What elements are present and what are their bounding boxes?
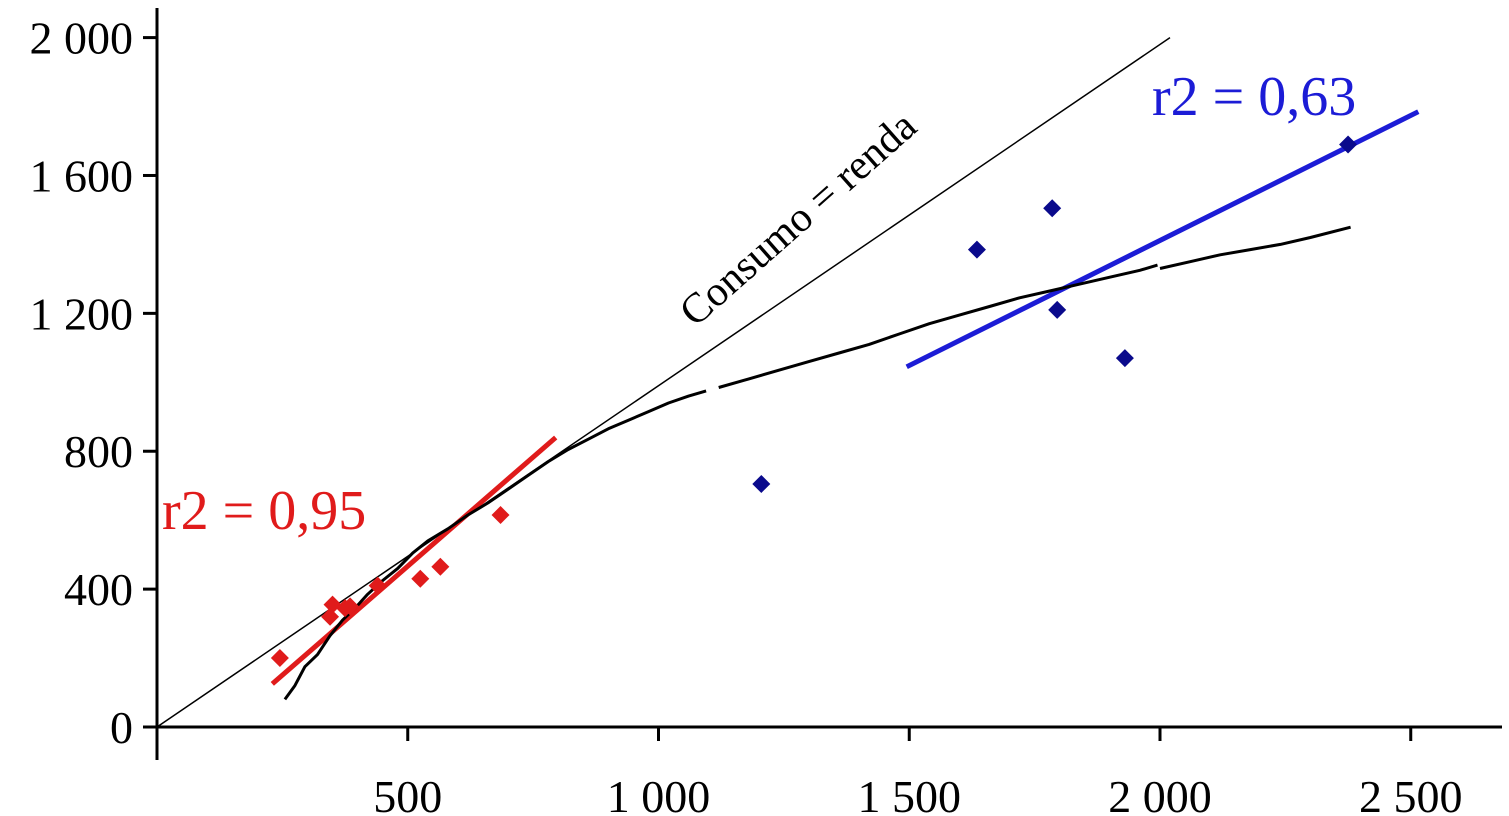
line-fit-red [270, 435, 558, 686]
data-point-series-1 [323, 595, 342, 614]
line-curve-1 [283, 389, 707, 701]
points [270, 135, 1358, 668]
line-fit-blue [905, 109, 1420, 370]
x-tick-label: 500 [373, 771, 442, 816]
y-ticks: 0 400 800 1 200 1 600 2 000 [30, 13, 157, 753]
data-point-series-2 [967, 240, 986, 259]
data-point-series-1 [341, 597, 360, 616]
r2-red-label: r2 = 0,95 [162, 480, 366, 542]
data-point-series-2 [1339, 135, 1358, 154]
y-tick-label: 1 600 [30, 150, 134, 201]
x-ticks: 500 1 000 1 500 2 000 2 500 [373, 727, 1463, 816]
line-curve-2 [718, 263, 1158, 389]
lines [156, 36, 1420, 728]
y-tick-label: 800 [64, 426, 133, 477]
data-point-series-1 [411, 569, 430, 588]
data-point-series-1 [270, 649, 289, 668]
identity-label: Consumo = renda [671, 103, 926, 336]
line-identity [156, 36, 1171, 728]
y-tick-label: 400 [64, 564, 133, 615]
y-tick-label: 1 200 [30, 288, 134, 339]
x-tick-label: 2 000 [1108, 771, 1212, 816]
data-point-series-1 [321, 607, 340, 626]
x-tick-label: 1 000 [607, 771, 711, 816]
data-point-series-1 [491, 506, 510, 525]
data-point-series-2 [1043, 199, 1062, 218]
data-point-series-1 [431, 557, 450, 576]
data-point-series-2 [1048, 300, 1067, 319]
data-point-series-2 [1115, 349, 1134, 368]
line-curve-3 [1159, 225, 1351, 270]
y-tick-label: 2 000 [30, 13, 134, 64]
data-point-series-2 [752, 474, 771, 493]
r2-blue-label: r2 = 0,63 [1152, 66, 1356, 128]
x-tick-label: 2 500 [1359, 771, 1463, 816]
x-tick-label: 1 500 [858, 771, 962, 816]
data-point-series-1 [368, 576, 387, 595]
axes [155, 8, 1502, 760]
y-tick-label: 0 [110, 702, 133, 753]
